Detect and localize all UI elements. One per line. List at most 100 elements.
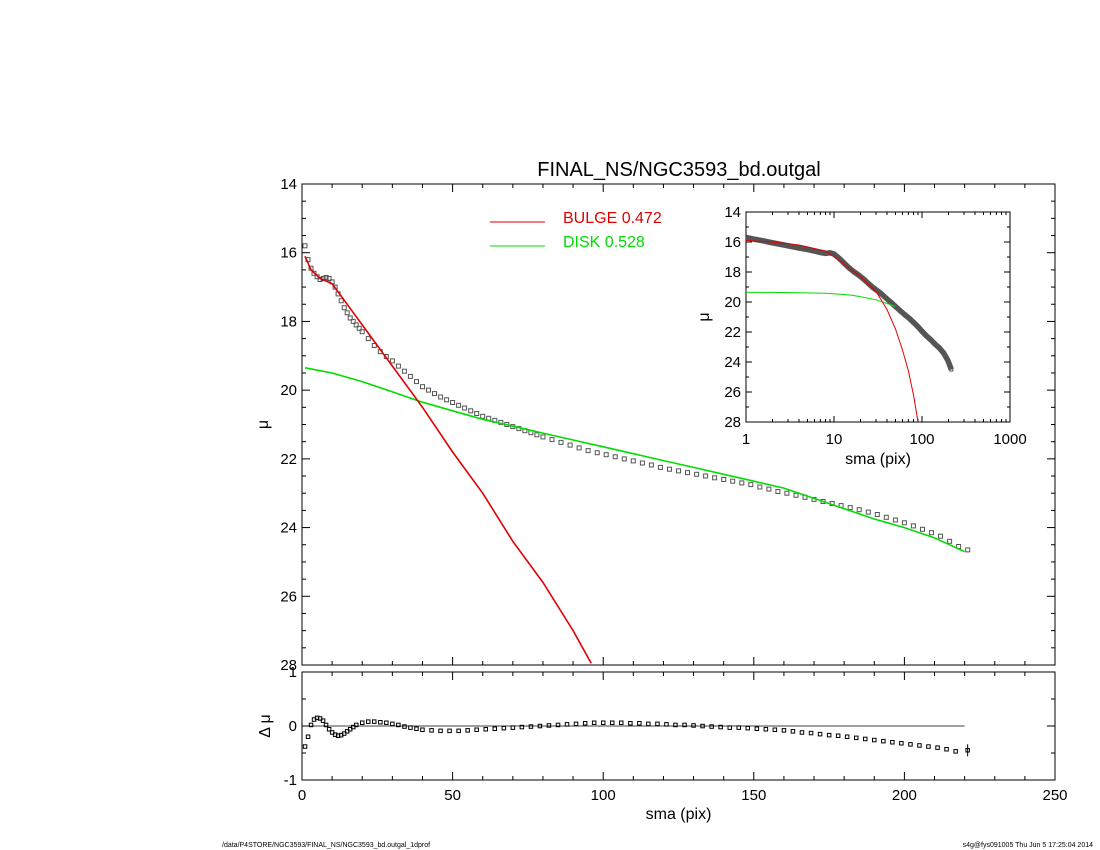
inset-data-point <box>746 235 748 240</box>
residual-data-point <box>610 720 615 725</box>
residual-data-point <box>465 728 470 733</box>
residual-data-point <box>637 721 642 726</box>
residual-data-point <box>519 724 525 730</box>
residual-data-point <box>736 725 741 730</box>
main-data-point <box>389 358 395 364</box>
residual-data-point <box>323 722 329 728</box>
main-data-point <box>401 368 407 374</box>
inset-data-point <box>945 358 950 363</box>
main-data-point <box>766 486 772 492</box>
inset-data-point <box>881 293 885 298</box>
main-data-point <box>883 514 889 520</box>
main-y-tick-label: 20 <box>280 382 297 399</box>
residual-data-point <box>429 728 434 733</box>
residual-data-point <box>396 722 401 728</box>
main-data-point <box>676 468 681 474</box>
residual-data-point <box>501 725 507 731</box>
main-data-point <box>344 310 350 316</box>
chart-title: FINAL_NS/NGC3593_bd.outgal <box>537 159 821 181</box>
main-data-point <box>323 275 329 280</box>
main-y-tick-label: 18 <box>280 313 297 330</box>
residual-data-point <box>591 720 597 725</box>
inset-data-point <box>832 252 836 256</box>
main-data-point <box>847 505 853 511</box>
main-data-point <box>892 517 898 523</box>
inset-x-tick-label: 1000 <box>993 431 1026 448</box>
main-data-point <box>594 450 600 456</box>
main-data-point <box>639 460 645 466</box>
main-data-point <box>612 454 618 460</box>
main-data-point <box>757 484 763 490</box>
residual-data-point <box>854 735 859 741</box>
footer-path: /data/P4STORE/NGC3593/FINAL_NS/NGC3593_b… <box>222 842 430 849</box>
main-data-point <box>784 490 790 496</box>
residual-data-point <box>691 723 696 728</box>
x-tick-label: 250 <box>1042 787 1067 804</box>
main-data-point <box>712 475 718 481</box>
residual-data-point <box>863 736 868 742</box>
inset-y-tick-label: 20 <box>724 294 741 311</box>
residual-data-point <box>326 727 332 732</box>
inset-y-tick-label: 22 <box>724 324 741 341</box>
residual-data-point <box>754 726 760 731</box>
main-data-point <box>730 478 736 484</box>
main-data-point <box>648 462 654 468</box>
main-data-point <box>365 336 371 342</box>
main-data-point <box>621 456 627 462</box>
residual-data-point <box>682 722 687 728</box>
residual-data-point <box>899 741 904 746</box>
residual-data-point <box>384 720 389 725</box>
residual-data-point <box>582 721 588 726</box>
residual-data-point <box>745 725 750 731</box>
main-data-point <box>347 315 353 321</box>
main-y-tick-label: 16 <box>280 245 297 262</box>
inset-y-tick-label: 28 <box>724 414 741 431</box>
residual-data-point <box>619 720 624 725</box>
x-tick-label: 200 <box>892 787 917 804</box>
legend-label-disk: DISK 0.528 <box>563 234 645 251</box>
main-data-point <box>721 477 727 482</box>
residual-data-point <box>881 738 886 744</box>
main-data-point <box>685 470 690 476</box>
inset-data-point <box>797 246 801 250</box>
residual-data-point <box>673 722 678 728</box>
residual-data-point <box>510 725 516 730</box>
inset-data-point <box>856 273 861 277</box>
main-data-point <box>480 413 486 419</box>
residual-data-point <box>366 719 371 724</box>
main-data-point <box>356 325 362 331</box>
residual-data-point <box>727 725 732 730</box>
main-data-point <box>549 437 555 443</box>
residual-data-point <box>408 725 413 730</box>
residual-data-point <box>944 747 949 752</box>
main-bulge-line <box>304 255 592 664</box>
main-data-point <box>395 363 401 369</box>
residual-data-point <box>492 726 497 731</box>
residual-data-point <box>354 722 359 728</box>
inset-data-point <box>789 244 794 249</box>
inset-data-point <box>867 282 871 286</box>
inset-data-point <box>920 329 924 334</box>
main-data-point <box>462 405 468 411</box>
inset-data-point <box>928 337 933 342</box>
main-data-point <box>371 343 377 348</box>
residual-data-point <box>872 737 877 743</box>
main-y-tick-label: 28 <box>280 657 297 674</box>
residual-data-point <box>646 721 651 727</box>
main-data-point <box>474 411 480 416</box>
legend-label-bulge: BULGE 0.472 <box>563 210 662 227</box>
main-data-point <box>302 243 308 249</box>
main-data-point <box>338 298 344 304</box>
main-data-point <box>438 394 444 400</box>
main-data-point <box>456 402 462 408</box>
residual-data-point <box>826 732 832 738</box>
main-y-tick-label: 24 <box>280 520 297 537</box>
residual-data-point <box>378 720 383 725</box>
residual-data-point <box>917 743 922 748</box>
residual-data-point <box>655 721 660 727</box>
inset-data-point <box>862 277 867 282</box>
residual-data-point <box>320 718 326 723</box>
inset-data-point <box>759 238 764 243</box>
